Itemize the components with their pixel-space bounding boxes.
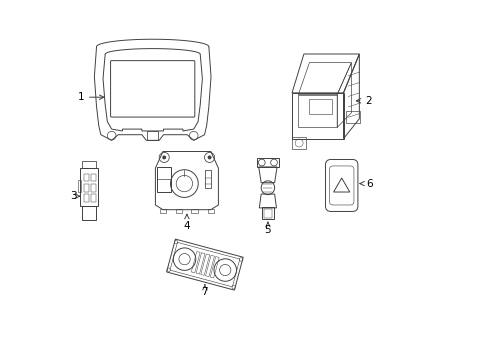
Bar: [345, 111, 359, 123]
Bar: [91, 174, 95, 181]
Bar: [207, 208, 214, 213]
Bar: [204, 171, 210, 188]
Bar: [191, 208, 197, 213]
Bar: [84, 184, 89, 192]
Bar: [160, 208, 166, 213]
Bar: [261, 207, 273, 219]
Bar: [156, 167, 170, 192]
Bar: [147, 131, 158, 140]
Bar: [82, 161, 96, 168]
Bar: [84, 174, 89, 181]
Text: 1: 1: [77, 92, 103, 102]
Bar: [264, 209, 271, 218]
Bar: [91, 184, 95, 192]
Circle shape: [163, 156, 165, 159]
Bar: [80, 168, 98, 206]
Bar: [84, 194, 89, 202]
Circle shape: [208, 156, 210, 159]
Text: 4: 4: [183, 215, 190, 231]
Text: 6: 6: [359, 179, 372, 189]
Bar: [309, 99, 331, 114]
Bar: [291, 137, 305, 149]
Bar: [82, 207, 95, 220]
Bar: [78, 180, 81, 192]
Text: 7: 7: [201, 284, 208, 297]
Bar: [91, 194, 95, 202]
Text: 3: 3: [70, 191, 80, 201]
Text: 2: 2: [356, 96, 371, 106]
Bar: [176, 208, 182, 213]
Text: 5: 5: [264, 222, 271, 235]
